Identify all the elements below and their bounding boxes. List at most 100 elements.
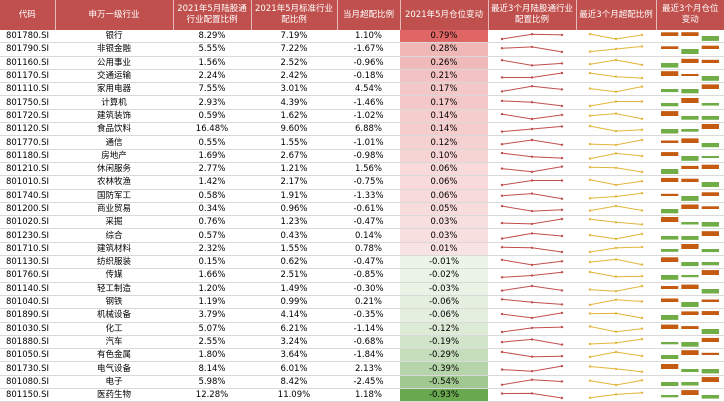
cell-industry: 有色金属 — [55, 348, 173, 363]
sparkbar — [661, 193, 679, 196]
sparkline-point — [560, 88, 564, 91]
sparkline-point — [614, 37, 618, 41]
cell-standard-ratio: 6.01% — [251, 361, 337, 376]
sparkline-point — [530, 274, 534, 278]
cell-3m-lugu-sparkline — [488, 268, 576, 283]
sparkline-point — [588, 261, 592, 264]
table-header: 代码 申万一级行业 2021年5月陆股通行业配置比例 2021年5月标准行业配比… — [0, 0, 724, 30]
sparkbar — [681, 166, 699, 170]
cell-standard-ratio: 2.17% — [251, 175, 337, 190]
sparkbar-position-change — [661, 111, 719, 120]
sparkline-point — [530, 209, 534, 213]
sparkline-point — [530, 369, 534, 372]
cell-industry: 农林牧渔 — [55, 175, 173, 190]
cell-3m-lugu-sparkline — [488, 255, 576, 270]
cell-code: 801780.SI — [0, 30, 55, 44]
sparkline-point — [500, 167, 504, 170]
cell-code: 801150.SI — [0, 388, 55, 402]
sparkline-3m-lugu — [500, 245, 564, 254]
sparkline-3m-lugu — [500, 231, 564, 240]
sparkline-point — [560, 71, 564, 75]
cell-3m-lugu-sparkline — [488, 242, 576, 257]
sparkline-3m-overweight — [588, 191, 644, 200]
cell-3m-lugu-sparkline — [488, 215, 576, 230]
cell-code: 801170.SI — [0, 69, 55, 84]
cell-3m-position-change-bars — [656, 122, 724, 137]
sparkbar — [661, 169, 679, 175]
sparkbar — [661, 381, 679, 386]
cell-lugu-ratio: 1.42% — [173, 175, 251, 190]
cell-lugu-ratio: 1.56% — [173, 56, 251, 70]
cell-overweight: -0.68% — [337, 335, 400, 350]
cell-code: 801890.SI — [0, 308, 55, 323]
col-header-industry: 申万一级行业 — [54, 0, 173, 30]
sparkbar — [661, 363, 679, 369]
cell-position-change: 0.21% — [400, 69, 488, 84]
sparkline-point — [560, 380, 564, 383]
table-row: 801780.SI 银行 8.29% 7.19% 1.10% 0.79% — [0, 30, 724, 44]
header-row: 代码 申万一级行业 2021年5月陆股通行业配置比例 2021年5月标准行业配比… — [0, 0, 724, 30]
sparkline-point — [614, 204, 618, 208]
sparkline-point — [530, 378, 534, 381]
cell-lugu-ratio: 8.14% — [173, 361, 251, 376]
sparkline-3m-lugu — [500, 192, 564, 200]
sparkline-point — [560, 396, 564, 400]
table-row: 801050.SI 有色金属 1.80% 3.64% -1.84% -0.29% — [0, 348, 724, 363]
sparkline-point — [560, 288, 564, 292]
sparkbar — [681, 341, 699, 347]
sparkline-point — [640, 154, 644, 158]
cell-3m-overweight-sparkline — [576, 242, 656, 257]
cell-position-change: 0.79% — [400, 30, 488, 44]
sparkline-point — [500, 184, 504, 187]
cell-code: 801750.SI — [0, 95, 55, 110]
sparkbar-position-change — [661, 298, 719, 308]
sparkline-3m-lugu — [500, 99, 564, 107]
cell-position-change: -0.01% — [400, 255, 488, 270]
cell-industry: 计算机 — [55, 95, 173, 110]
sparkbar — [661, 235, 679, 240]
sparkbar — [661, 355, 679, 360]
cell-industry: 非银金融 — [55, 42, 173, 57]
cell-3m-overweight-sparkline — [576, 30, 656, 44]
sparkline-point — [500, 351, 504, 354]
cell-standard-ratio: 0.99% — [251, 295, 337, 310]
sparkbar-position-change — [661, 217, 719, 227]
sparkline-point — [588, 396, 592, 400]
cell-position-change: 0.06% — [400, 162, 488, 177]
sparkbar — [701, 248, 719, 252]
cell-overweight: -0.75% — [337, 175, 400, 190]
sparkline-point — [500, 367, 504, 371]
cell-code: 801720.SI — [0, 109, 55, 124]
cell-lugu-ratio: 0.15% — [173, 255, 251, 270]
cell-3m-lugu-sparkline — [488, 42, 576, 57]
col-header-3m-overweight: 最近3个月超配比例 — [575, 0, 656, 30]
cell-3m-lugu-sparkline — [488, 162, 576, 177]
col-header-position-change: 2021年5月仓位变动 — [399, 0, 488, 30]
cell-standard-ratio: 1.91% — [251, 189, 337, 203]
cell-lugu-ratio: 12.28% — [173, 388, 251, 402]
sparkbar — [701, 206, 719, 209]
sparkline-point — [530, 33, 534, 36]
cell-standard-ratio: 0.43% — [251, 228, 337, 243]
sparkline-3m-overweight — [588, 351, 644, 359]
cell-3m-position-change-bars — [656, 322, 724, 336]
sparkline-point — [560, 61, 564, 65]
cell-overweight: -1.33% — [337, 189, 400, 203]
sparkline-point — [614, 90, 618, 94]
sparkline-3m-overweight — [588, 298, 644, 307]
sparkline-point — [500, 58, 504, 62]
sparkline-point — [560, 218, 564, 221]
sparkline-3m-overweight — [588, 204, 644, 212]
sparkbar — [661, 285, 679, 289]
sparkline-point — [640, 284, 644, 288]
cell-3m-lugu-sparkline — [488, 322, 576, 336]
cell-code: 801710.SI — [0, 242, 55, 257]
sparkline-point — [500, 76, 504, 79]
sparkbar — [661, 89, 679, 93]
cell-overweight: -0.61% — [337, 202, 400, 217]
cell-standard-ratio: 2.52% — [251, 56, 337, 70]
sparkline-point — [614, 195, 618, 198]
sparkline-point — [614, 246, 618, 249]
cell-3m-overweight-sparkline — [576, 162, 656, 177]
sparkbar — [681, 284, 699, 289]
